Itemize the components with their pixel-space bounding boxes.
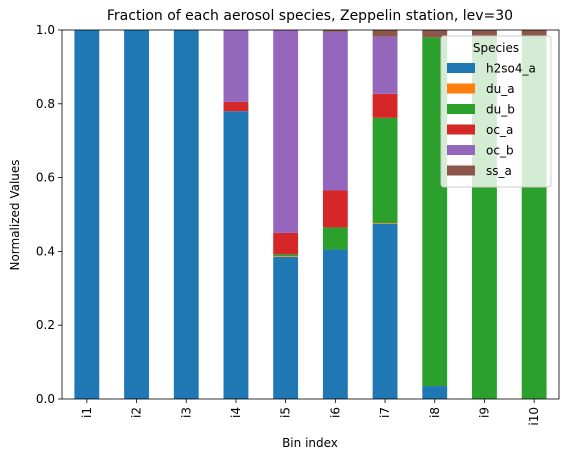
bar-oc_b-i5 bbox=[273, 30, 299, 233]
y-tick-label: 0.8 bbox=[36, 97, 55, 111]
bar-h2so4_a-i5 bbox=[273, 256, 299, 399]
bar-h2so4_a-i8 bbox=[422, 386, 448, 399]
legend-swatch-du_b bbox=[447, 104, 475, 114]
bar-oc_b-i4 bbox=[223, 30, 249, 102]
bar-h2so4_a-i2 bbox=[124, 30, 149, 399]
y-tick-label: 1.0 bbox=[36, 23, 55, 37]
y-axis-title: Normalized Values bbox=[8, 159, 22, 270]
x-axis-title: Bin index bbox=[282, 436, 338, 450]
x-tick-label: i3 bbox=[179, 407, 193, 418]
legend-title: Species bbox=[473, 41, 519, 55]
x-tick-label: i4 bbox=[229, 407, 243, 418]
bar-h2so4_a-i7 bbox=[372, 223, 398, 399]
x-tick-label: i1 bbox=[80, 407, 94, 418]
chart-title: Fraction of each aerosol species, Zeppel… bbox=[107, 8, 513, 24]
x-tick-label: i6 bbox=[328, 407, 342, 418]
legend-label-du_a: du_a bbox=[486, 82, 515, 96]
y-tick-label: 0.2 bbox=[36, 318, 55, 332]
y-tick-label: 0.0 bbox=[36, 392, 55, 406]
plot-frame bbox=[61, 29, 560, 400]
bar-oc_b-i7 bbox=[372, 36, 398, 94]
legend-label-oc_a: oc_a bbox=[486, 123, 513, 137]
x-tick-label: i8 bbox=[428, 407, 442, 418]
bar-ss_a-i6 bbox=[322, 30, 348, 32]
legend-swatch-ss_a bbox=[447, 165, 475, 176]
bar-ss_a-i7 bbox=[372, 30, 398, 37]
legend-swatch-h2so4_a bbox=[447, 63, 475, 73]
bar-h2so4_a-i3 bbox=[173, 30, 199, 399]
bar-du_b-i5 bbox=[273, 254, 299, 257]
bar-oc_a-i6 bbox=[322, 190, 348, 228]
bars-group bbox=[74, 30, 547, 400]
legend-items: h2so4_a du_a du_b oc_a oc_b ss_a bbox=[447, 62, 536, 178]
x-tick-label: i10 bbox=[527, 407, 541, 426]
bar-ss_a-i8 bbox=[422, 30, 448, 38]
bar-du_b-i7 bbox=[372, 117, 398, 223]
bar-oc_a-i5 bbox=[273, 232, 299, 255]
y-tick-label: 0.4 bbox=[36, 244, 55, 258]
bar-du_a-i5 bbox=[273, 256, 299, 257]
bar-h2so4_a-i6 bbox=[322, 249, 348, 399]
x-tick-label: i7 bbox=[378, 407, 392, 418]
axes-group: 0.0 0.2 0.4 0.6 0.8 1.0 i1 i2 i3 i4 i5 i6 i7 i8 i9 i10 bbox=[36, 23, 560, 426]
legend-label-du_b: du_b bbox=[486, 103, 515, 117]
legend-label-ss_a: ss_a bbox=[486, 164, 512, 178]
bar-oc_a-i7 bbox=[372, 93, 398, 118]
bar-ss_a-i9 bbox=[472, 30, 497, 38]
legend: Species h2so4_a du_a du_b oc_a oc_b ss_a bbox=[440, 35, 552, 188]
legend-label-oc_b: oc_b bbox=[486, 144, 514, 158]
legend-swatch-oc_b bbox=[447, 145, 475, 155]
legend-swatch-du_a bbox=[447, 83, 475, 94]
x-tick-label: i2 bbox=[130, 407, 144, 418]
legend-label-h2so4_a: h2so4_a bbox=[486, 62, 536, 76]
x-tick-label: i5 bbox=[279, 407, 293, 418]
bar-du_b-i6 bbox=[322, 227, 348, 250]
bar-oc_a-i4 bbox=[223, 101, 249, 112]
bar-ss_a-i10 bbox=[521, 30, 547, 36]
legend-swatch-oc_a bbox=[447, 124, 475, 135]
bar-h2so4_a-i4 bbox=[223, 111, 249, 400]
bar-h2so4_a-i1 bbox=[74, 30, 100, 399]
x-tick-label: i9 bbox=[477, 407, 491, 418]
bar-oc_b-i6 bbox=[322, 31, 348, 191]
y-tick-label: 0.6 bbox=[36, 171, 55, 185]
bar-du_a-i7 bbox=[372, 222, 398, 224]
